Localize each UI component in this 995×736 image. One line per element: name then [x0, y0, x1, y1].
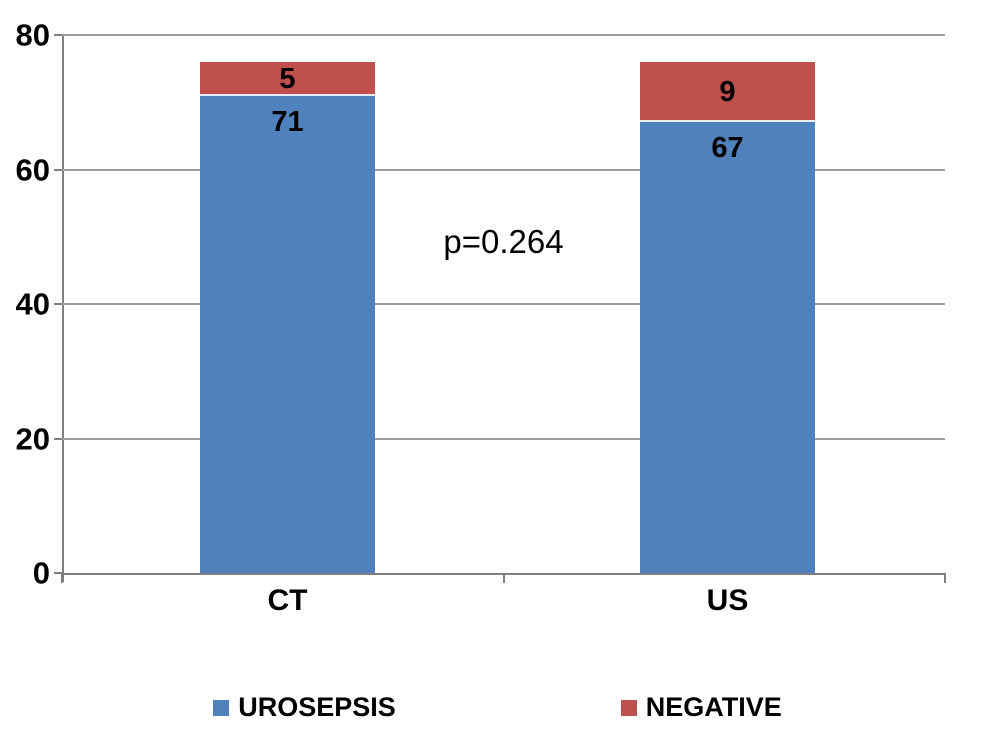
data-label-urosepsis-us: 67 [711, 132, 744, 165]
x-tick-mark [502, 573, 505, 583]
x-category-label-ct: CT [267, 584, 308, 617]
data-label-urosepsis-ct: 71 [271, 105, 304, 138]
x-tick-mark [944, 573, 946, 583]
y-tick-mark [54, 168, 62, 171]
y-tick-mark [54, 303, 62, 305]
p-value-annotation: p=0.264 [443, 223, 564, 260]
y-tick-label: 60 [15, 152, 50, 187]
plot-area: p=0.264 5 71 9 67 [62, 34, 945, 573]
y-tick-mark [54, 437, 62, 440]
legend-item-negative: NEGATIVE [620, 692, 782, 722]
legend: UROSEPSIS NEGATIVE [0, 694, 995, 721]
y-tick-mark [54, 572, 62, 574]
y-tick-mark [54, 34, 62, 36]
legend-marker-negative-icon [620, 699, 637, 716]
bar-segment-negative-us [640, 61, 815, 123]
data-label-negative-us: 9 [719, 76, 736, 109]
x-category-label-us: US [706, 584, 749, 617]
y-tick-label: 80 [15, 17, 50, 53]
gridline-80 [62, 34, 945, 36]
x-tick-mark [61, 573, 63, 583]
y-axis-line [62, 35, 64, 582]
y-tick-label: 40 [15, 286, 50, 322]
y-tick-label: 0 [32, 555, 50, 591]
gridline-60 [62, 168, 945, 171]
data-label-negative-ct: 5 [279, 62, 296, 95]
bar-segment-negative-ct [200, 61, 375, 96]
bar-segment-urosepsis-ct [200, 95, 375, 573]
gridline-20 [62, 437, 945, 440]
legend-label-negative: NEGATIVE [645, 692, 782, 722]
bar-segment-urosepsis-us [640, 122, 815, 573]
y-tick-label: 20 [15, 421, 50, 456]
x-axis-labels: CT US [62, 584, 945, 620]
legend-marker-urosepsis-icon [213, 699, 230, 716]
gridline-40 [62, 303, 945, 305]
legend-item-urosepsis: UROSEPSIS [213, 694, 396, 721]
legend-label-urosepsis: UROSEPSIS [238, 692, 396, 722]
